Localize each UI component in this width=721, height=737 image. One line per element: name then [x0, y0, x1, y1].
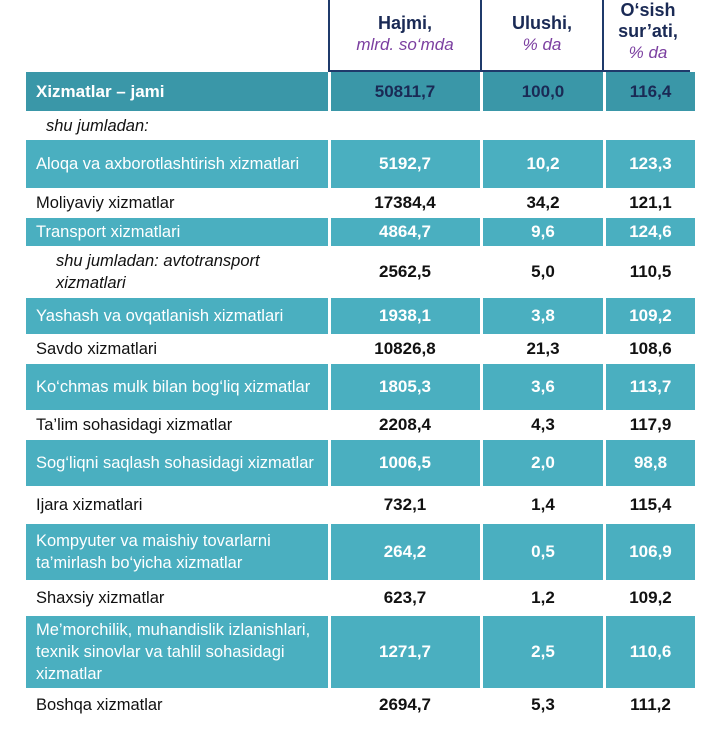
row-volume: 2208,4 [379, 415, 431, 434]
row-share: 4,3 [531, 415, 555, 434]
table-header: Hajmi, mlrd. so‘mda Ulushi, % da O‘sish … [0, 0, 721, 72]
row-growth: 106,9 [629, 542, 672, 561]
row-share: 34,2 [526, 193, 560, 212]
row-share: 3,6 [531, 377, 555, 396]
table-row: Yashash va ovqatlanish xizmatlari 1938,1… [26, 298, 695, 334]
row-growth: 117,9 [629, 415, 672, 434]
row-label: Boshqa xizmatlar [36, 696, 163, 714]
row-volume: 5192,7 [379, 154, 431, 173]
row-growth: 124,6 [629, 222, 672, 241]
table-row: Kompyuter va maishiy tovarlarni ta’mirla… [26, 524, 695, 580]
row-label: Shaxsiy xizmatlar [36, 589, 165, 607]
row-label: Yashash va ovqatlanish xizmatlari [36, 307, 284, 325]
row-growth: 123,3 [629, 154, 672, 173]
header-growth-unit: % da [628, 43, 668, 62]
table-row: shu jumladan: avtotransport xizmatlari 2… [26, 248, 695, 296]
header-volume: Hajmi, mlrd. so‘mda [330, 0, 480, 70]
row-growth: 108,6 [629, 339, 672, 358]
row-growth: 110,6 [629, 642, 672, 661]
row-label: Sog‘liqni saqlash sohasidagi xizmatlar [36, 454, 314, 472]
row-share: 2,5 [531, 642, 555, 661]
row-label: Me’morchilik, muhandislik izlanishlari, … [36, 621, 311, 683]
row-growth: 116,4 [629, 81, 672, 101]
header-growth: O‘sish sur’ati, % da [604, 0, 692, 70]
table-row: Transport xizmatlari 4864,7 9,6 124,6 [26, 218, 695, 246]
table-row: Shaxsiy xizmatlar 623,7 1,2 109,2 [26, 582, 695, 614]
row-growth: 110,5 [629, 262, 672, 281]
row-volume: 623,7 [383, 588, 427, 607]
row-volume: 50811,7 [374, 81, 436, 101]
row-share: 0,5 [531, 542, 555, 561]
row-growth: 121,1 [629, 193, 672, 212]
row-label: Ijara xizmatlari [36, 496, 143, 514]
row-share: 5,3 [531, 695, 555, 714]
row-growth: 113,7 [629, 377, 672, 396]
row-label: shu jumladan: [46, 116, 149, 135]
row-label: Aloqa va axborotlashtirish xizmatlari [36, 155, 300, 173]
row-volume: 1805,3 [379, 377, 431, 396]
header-growth-title-2: sur’ati, [618, 21, 678, 41]
table-row: Moliyaviy xizmatlar 17384,4 34,2 121,1 [26, 190, 695, 216]
row-volume: 17384,4 [374, 193, 436, 212]
row-label: Transport xizmatlari [36, 223, 181, 241]
row-share: 2,0 [531, 453, 555, 472]
row-growth: 111,2 [630, 695, 671, 714]
table-row: Boshqa xizmatlar 2694,7 5,3 111,2 [26, 690, 695, 720]
header-divider [480, 0, 482, 72]
row-growth: 98,8 [633, 453, 668, 472]
row-volume: 2694,7 [379, 695, 431, 714]
table-row: Aloqa va axborotlashtirish xizmatlari 51… [26, 140, 695, 188]
header-share-title: Ulushi, [511, 13, 572, 33]
row-share: 10,2 [526, 154, 560, 173]
header-growth-title-1: O‘sish [620, 0, 676, 20]
row-share: 1,4 [531, 495, 555, 514]
row-volume: 1271,7 [379, 642, 431, 661]
row-growth: 109,2 [629, 306, 672, 325]
table-row: Me’morchilik, muhandislik izlanishlari, … [26, 616, 695, 688]
header-volume-unit: mlrd. so‘mda [356, 35, 454, 54]
row-label: Xizmatlar – jami [36, 81, 165, 101]
table-row: Ko‘chmas mulk bilan bog‘liq xizmatlar 18… [26, 364, 695, 410]
header-underline [330, 70, 690, 72]
row-growth: 115,4 [629, 495, 672, 514]
row-volume: 2562,5 [379, 262, 431, 281]
row-share: 21,3 [526, 339, 560, 358]
table-row: Savdo xizmatlari 10826,8 21,3 108,6 [26, 336, 695, 362]
row-growth: 109,2 [629, 588, 672, 607]
table-row: Ijara xizmatlari 732,1 1,4 115,4 [26, 488, 695, 522]
header-share-unit: % da [522, 35, 562, 54]
row-share: 1,2 [531, 588, 555, 607]
row-volume: 1938,1 [379, 306, 431, 325]
row-share: 9,6 [531, 222, 555, 241]
row-volume: 4864,7 [379, 222, 431, 241]
row-label: Ko‘chmas mulk bilan bog‘liq xizmatlar [36, 378, 311, 396]
row-share: 3,8 [531, 306, 555, 325]
table-row: Ta’lim sohasidagi xizmatlar 2208,4 4,3 1… [26, 412, 695, 438]
row-share: 5,0 [531, 262, 555, 281]
header-share: Ulushi, % da [482, 0, 602, 70]
row-volume: 10826,8 [374, 339, 436, 358]
row-label: shu jumladan: avtotransport xizmatlari [56, 252, 260, 292]
header-divider [328, 0, 330, 72]
row-label: Kompyuter va maishiy tovarlarni ta’mirla… [36, 532, 271, 572]
header-volume-title: Hajmi, [377, 13, 433, 33]
row-volume: 264,2 [383, 542, 427, 561]
row-share: 100,0 [521, 81, 565, 101]
row-volume: 732,1 [383, 495, 427, 514]
row-volume: 1006,5 [379, 453, 431, 472]
header-divider [602, 0, 604, 72]
row-label: Savdo xizmatlari [36, 340, 158, 358]
table-row: Xizmatlar – jami 50811,7 100,0 116,4 [26, 72, 695, 111]
table-row: Sog‘liqni saqlash sohasidagi xizmatlar 1… [26, 440, 695, 486]
table-row: shu jumladan: [26, 113, 695, 138]
row-label: Ta’lim sohasidagi xizmatlar [36, 416, 233, 434]
row-label: Moliyaviy xizmatlar [36, 194, 175, 212]
